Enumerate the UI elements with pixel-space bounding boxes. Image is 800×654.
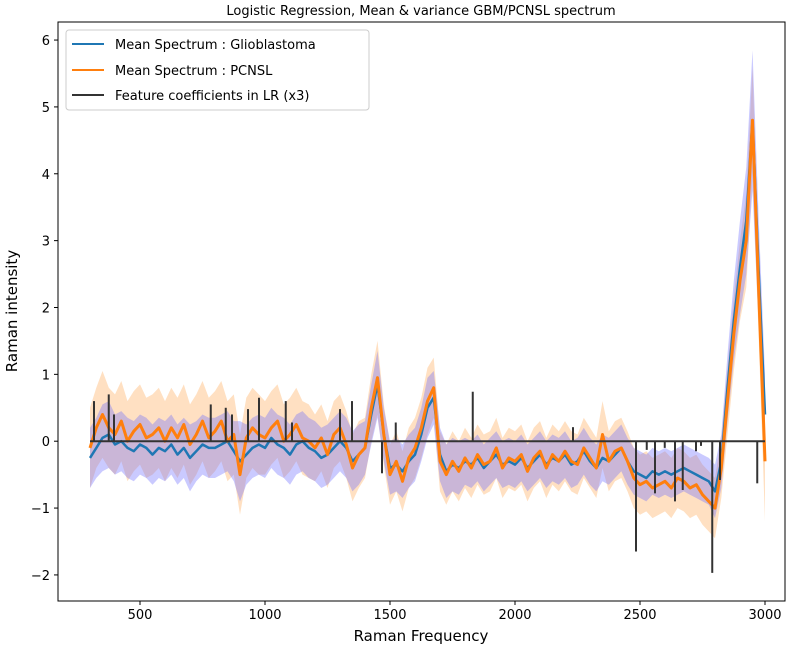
y-tick-label: −2 [31, 569, 50, 584]
y-tick-label: 6 [42, 34, 50, 49]
coefficient-bars [90, 391, 765, 573]
legend-box [65, 29, 370, 111]
y-tick-label: 5 [42, 101, 50, 116]
x-tick-label: 2500 [623, 608, 656, 623]
gbm-mean-line [88, 119, 767, 493]
x-axis-label: Raman Frequency [354, 627, 489, 645]
legend-label-coef: Feature coefficients in LR (x3) [115, 89, 309, 104]
y-tick-label: 2 [42, 301, 50, 316]
pcnsl-mean-line [88, 118, 767, 510]
mean-lines [88, 118, 767, 510]
plot-frame [57, 21, 786, 602]
legend-label-pcnsl: Mean Spectrum : PCNSL [115, 64, 273, 79]
x-tick-label: 3000 [748, 608, 781, 623]
chart-title: Logistic Regression, Mean & variance GBM… [226, 4, 615, 19]
y-tick-label: 4 [42, 168, 50, 183]
x-tick-label: 500 [128, 608, 153, 623]
x-tick-label: 2000 [498, 608, 531, 623]
x-axis-ticks: 500 1000 1500 2000 2500 3000 [128, 601, 782, 623]
x-tick-label: 1500 [373, 608, 406, 623]
y-tick-label: 3 [42, 235, 50, 250]
y-tick-label: −1 [31, 502, 50, 517]
y-tick-label: 1 [42, 368, 50, 383]
variance-bands [90, 50, 765, 539]
y-axis-label: Raman intensity [3, 250, 21, 373]
legend-label-gbm: Mean Spectrum : Glioblastoma [115, 38, 316, 53]
y-tick-label: 0 [42, 435, 50, 450]
x-tick-label: 1000 [248, 608, 281, 623]
legend: Mean Spectrum : Glioblastoma Mean Spectr… [65, 29, 370, 111]
y-axis-ticks: −2 −1 0 1 2 3 4 5 6 [31, 34, 58, 584]
gbm-variance-band [90, 50, 765, 519]
